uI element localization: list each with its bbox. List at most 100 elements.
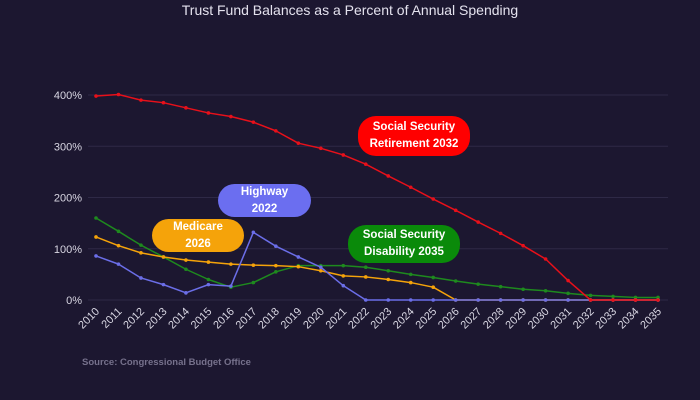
data-point <box>184 267 188 272</box>
x-tick-label: 2017 <box>234 306 260 332</box>
x-tick-label: 2027 <box>458 306 484 332</box>
data-point <box>386 174 391 178</box>
data-point <box>206 277 211 282</box>
data-point <box>139 251 143 255</box>
data-point <box>521 298 525 302</box>
data-point <box>431 298 436 302</box>
data-point <box>116 92 121 97</box>
data-point <box>386 298 391 302</box>
data-point <box>408 185 413 190</box>
x-tick-label: 2031 <box>548 306 574 332</box>
data-point <box>116 229 121 234</box>
data-point <box>251 263 256 267</box>
data-point <box>431 285 436 289</box>
x-tick-label: 2029 <box>503 306 529 332</box>
data-point <box>116 262 121 266</box>
data-point <box>633 298 638 302</box>
data-point <box>453 298 458 302</box>
data-point <box>229 262 233 266</box>
data-point <box>251 280 256 285</box>
annotation-ss-disability: Social Security Disability 2035 <box>348 225 460 263</box>
data-point <box>184 291 188 295</box>
series-line-social-security-retirement-2032 <box>95 93 658 301</box>
x-tick-label: 2032 <box>571 306 597 332</box>
data-point <box>543 288 548 293</box>
data-point <box>476 282 480 286</box>
data-point <box>296 141 301 145</box>
data-point <box>386 277 391 282</box>
x-tick-label: 2010 <box>76 306 102 332</box>
data-point <box>386 268 391 273</box>
data-point <box>543 298 548 302</box>
data-point <box>229 284 233 288</box>
chart-title: Trust Fund Balances as a Percent of Annu… <box>181 2 519 18</box>
data-point <box>161 282 166 287</box>
x-tick-label: 2026 <box>436 306 462 332</box>
data-point <box>363 298 368 302</box>
data-point <box>274 244 278 248</box>
data-point <box>498 298 503 302</box>
series-line-highway-2022 <box>95 231 658 301</box>
x-tick-label: 2021 <box>324 306 350 332</box>
annotation-ss-retirement: Social Security Retirement 2032 <box>358 116 470 156</box>
data-point <box>566 291 570 296</box>
annotation-medicare: Medicare 2026 <box>152 219 244 252</box>
data-point <box>206 111 211 115</box>
x-tick-label: 2016 <box>211 306 237 332</box>
data-point <box>341 274 346 278</box>
data-point <box>251 120 256 124</box>
data-point <box>476 220 480 224</box>
data-point <box>656 298 660 302</box>
data-point <box>566 298 570 302</box>
data-point <box>94 254 98 258</box>
x-tick-label: 2033 <box>593 306 619 332</box>
x-tick-label: 2024 <box>391 306 417 332</box>
y-tick-label: 200% <box>54 193 82 205</box>
data-point <box>588 293 593 298</box>
data-point <box>94 216 98 220</box>
data-point <box>184 258 188 262</box>
data-point <box>363 162 368 166</box>
data-point <box>251 230 256 235</box>
data-point <box>94 235 98 239</box>
source-note: Source: Congressional Budget Office <box>82 357 251 368</box>
data-point <box>139 276 143 280</box>
data-point <box>116 243 121 248</box>
data-point <box>431 275 436 280</box>
data-point <box>184 106 188 110</box>
x-tick-label: 2015 <box>189 306 215 332</box>
data-point <box>229 114 233 119</box>
data-point <box>633 295 638 300</box>
x-tick-label: 2014 <box>166 306 192 332</box>
data-point <box>543 257 548 261</box>
series-line-social-security-disability-2035 <box>95 217 658 299</box>
x-tick-label: 2028 <box>481 306 507 332</box>
data-point <box>453 208 458 213</box>
data-point <box>611 298 615 302</box>
data-point <box>521 287 525 292</box>
series-lines <box>94 92 660 302</box>
x-tick-label: 2012 <box>121 306 147 332</box>
data-point <box>341 263 346 268</box>
x-tick-label: 2030 <box>526 306 552 332</box>
data-point <box>161 100 166 105</box>
data-point <box>274 270 278 274</box>
data-point <box>408 280 413 285</box>
data-point <box>139 243 143 247</box>
data-point <box>274 263 278 268</box>
annotation-highway: Highway 2022 <box>218 184 311 217</box>
data-point <box>161 255 166 259</box>
data-point <box>341 153 346 157</box>
data-point <box>408 298 413 302</box>
x-tick-label: 2034 <box>616 306 642 332</box>
data-point <box>453 279 458 283</box>
data-point <box>319 265 323 270</box>
data-point <box>498 284 503 289</box>
data-point <box>341 283 346 288</box>
y-axis-ticks: 0% 100% 200% 300% 400% <box>54 90 82 307</box>
data-point <box>431 197 436 201</box>
data-point <box>566 278 570 283</box>
x-tick-label: 2023 <box>369 306 395 332</box>
x-tick-label: 2013 <box>144 306 170 332</box>
